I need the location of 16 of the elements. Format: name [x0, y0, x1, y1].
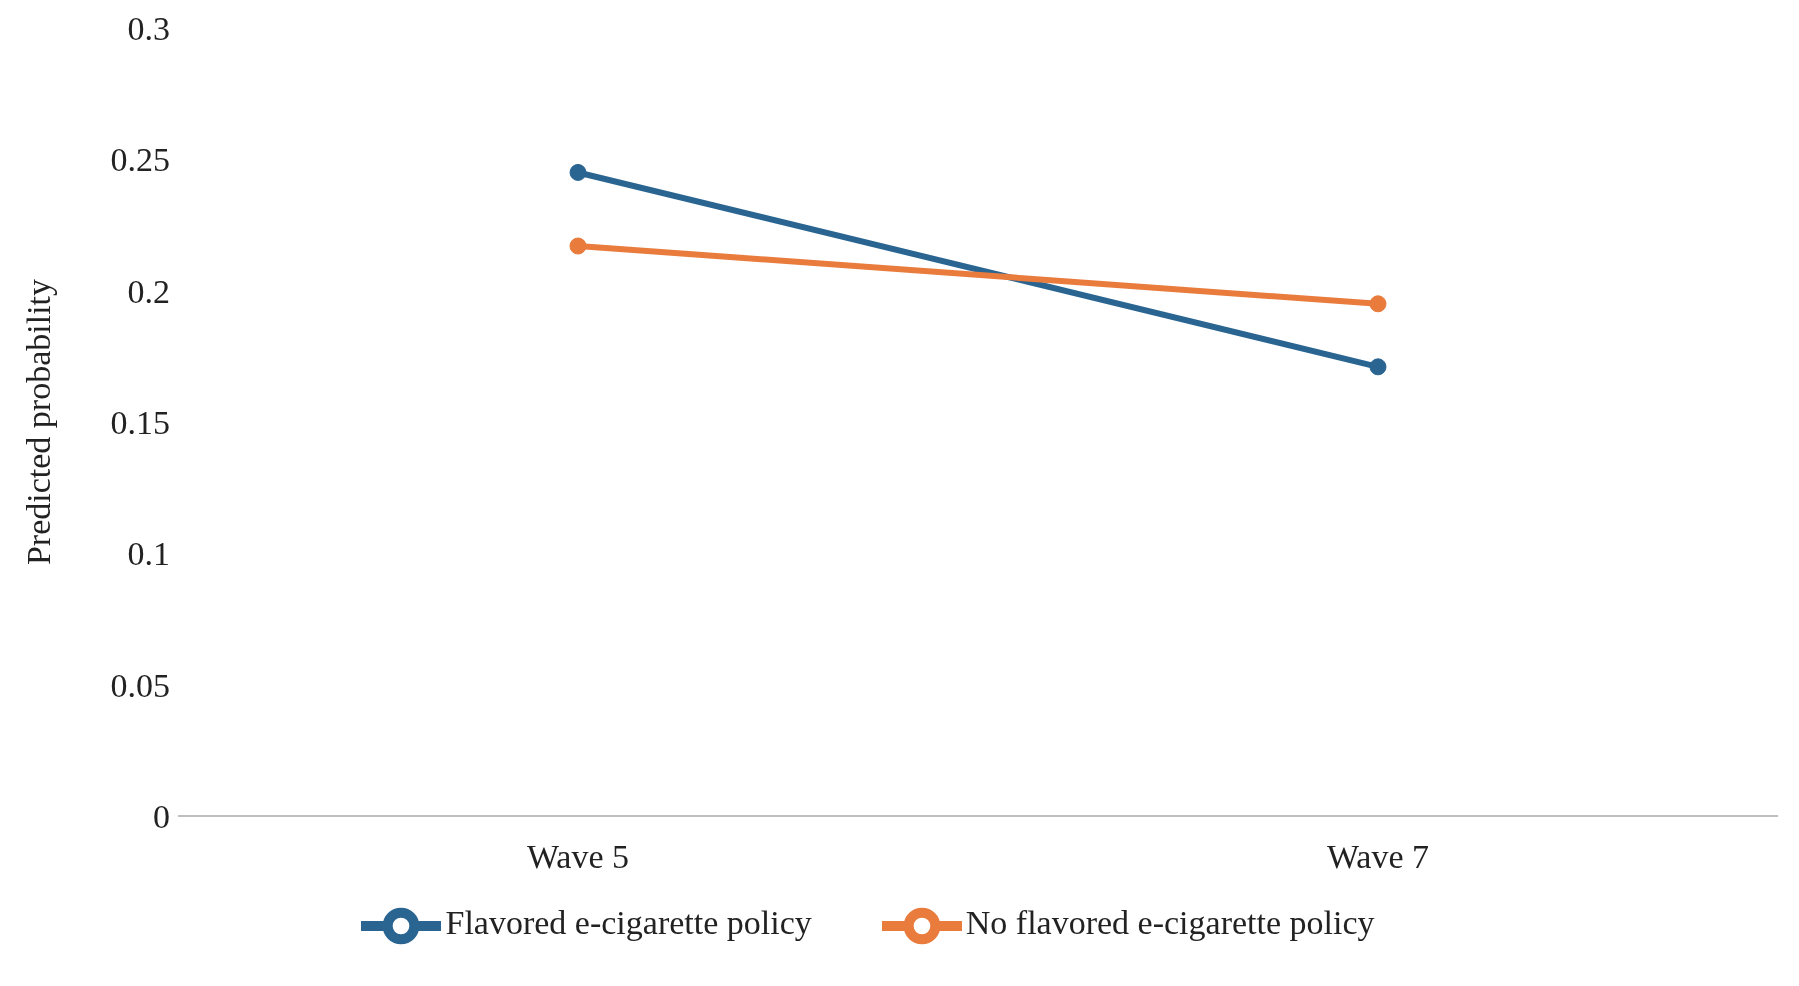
x-tick-label: Wave 7 — [1326, 838, 1430, 876]
y-tick-label: 0.05 — [110, 666, 170, 704]
x-tick-label: Wave 5 — [526, 838, 630, 876]
legend-label: Flavored e-cigarette policy — [445, 903, 812, 941]
point — [1369, 358, 1387, 376]
y-tick-label: 0.3 — [127, 10, 170, 48]
y-axis-title: Predicted probability — [20, 278, 58, 566]
y-tick-label: 0.15 — [110, 404, 170, 442]
y-tick-label: 0.2 — [127, 272, 170, 310]
y-tick-label: 0.25 — [110, 141, 170, 179]
point — [1369, 295, 1387, 313]
point — [569, 237, 587, 255]
y-tick-label: 0 — [153, 798, 170, 836]
legend-label: No flavored e-cigarette policy — [965, 903, 1375, 941]
y-tick-label: 0.1 — [127, 535, 170, 573]
point — [569, 163, 587, 181]
